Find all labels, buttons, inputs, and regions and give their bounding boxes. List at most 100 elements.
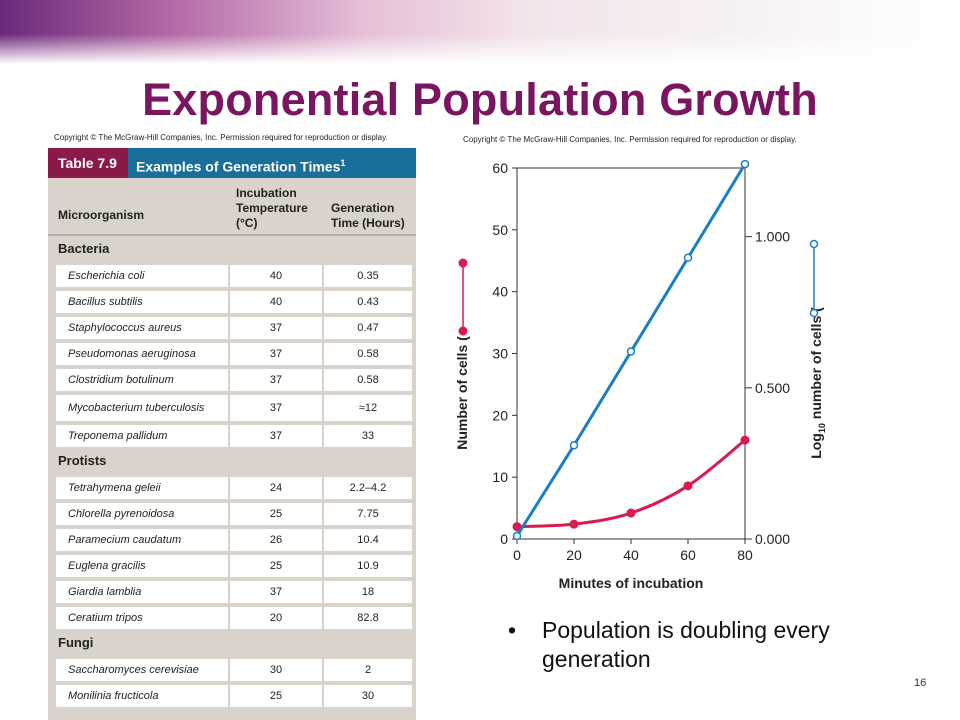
y-right-axis-label: Log10 number of cells ( — [808, 307, 827, 459]
cell-organism: Chlorella pyrenoidosa — [56, 503, 228, 525]
y-right-axis-label-pre: Log — [808, 433, 824, 459]
log-cell-count-point — [569, 441, 579, 450]
cell-temperature: 37 — [230, 317, 322, 339]
cell-generation-time: 33 — [324, 425, 412, 447]
table-row: Giardia lamblia 37 18 — [48, 578, 416, 604]
table-row: Monilinia fructicola 25 30 — [48, 682, 416, 708]
cell-generation-time: 30 — [324, 685, 412, 707]
table-row: Tetrahymena geleii 24 2.2–4.2 — [48, 474, 416, 500]
y-left-tick-label: 20 — [492, 407, 508, 423]
table-column-headers: Microorganism Incubation Temperature (°C… — [48, 178, 416, 236]
y-left-tick-label: 60 — [492, 160, 508, 176]
cell-temperature: 30 — [230, 659, 322, 681]
x-tick-label: 0 — [513, 547, 521, 563]
table-row: Treponema pallidum 37 33 — [48, 422, 416, 448]
cell-organism: Bacillus subtilis — [56, 291, 228, 313]
table-number: Table 7.9 — [48, 148, 128, 178]
right-legend-marker — [809, 239, 819, 249]
table-body: Bacteria Escherichia coli 40 0.35 Bacillus s… — [48, 236, 416, 708]
y-left-axis-label: Number of cells ( — [454, 336, 470, 450]
bullet-dot-icon: • — [508, 617, 517, 643]
cell-organism: Ceratium tripos — [56, 607, 228, 629]
y-right-tick-label: 0.500 — [755, 380, 790, 396]
table-row: Mycobacterium tuberculosis 37 ≈12 — [48, 392, 416, 422]
table-row: Chlorella pyrenoidosa 25 7.75 — [48, 500, 416, 526]
log-cell-count-point — [512, 531, 522, 541]
cell-temperature: 37 — [230, 395, 322, 421]
table-copyright: Copyright © The McGraw-Hill Companies, I… — [54, 133, 388, 142]
cell-organism: Escherichia coli — [56, 265, 228, 287]
cell-generation-time: 18 — [324, 581, 412, 603]
y-left-tick-label: 10 — [492, 469, 508, 485]
table-row: Bacillus subtilis 40 0.43 — [48, 288, 416, 314]
cell-organism: Saccharomyces cerevisiae — [56, 659, 228, 681]
x-tick-label: 60 — [680, 547, 696, 563]
cell-count-point — [512, 522, 522, 532]
log-cell-count-point — [740, 159, 750, 169]
table-row: Clostridium botulinum 37 0.58 — [48, 366, 416, 392]
cell-organism: Treponema pallidum — [56, 425, 228, 447]
cell-generation-time: ≈12 — [324, 395, 412, 421]
cell-generation-time: 10.4 — [324, 529, 412, 551]
cell-generation-time: 7.75 — [324, 503, 412, 525]
cell-temperature: 25 — [230, 503, 322, 525]
table-row: Pseudomonas aeruginosa 37 0.58 — [48, 340, 416, 366]
y-right-axis-label-post: number of cells ( — [808, 307, 824, 423]
cell-count-point — [740, 435, 750, 445]
cell-count-point — [569, 519, 579, 529]
table-header-bar: Table 7.9 Examples of Generation Times1 — [48, 148, 416, 178]
cell-organism: Tetrahymena geleii — [56, 477, 228, 499]
cell-generation-time: 2.2–4.2 — [324, 477, 412, 499]
cell-generation-time: 2 — [324, 659, 412, 681]
y-right-tick-label: 1.000 — [755, 229, 790, 245]
cell-organism: Paramecium caudatum — [56, 529, 228, 551]
chart-copyright: Copyright © The McGraw-Hill Companies, I… — [463, 135, 797, 144]
cell-organism: Staphylococcus aureus — [56, 317, 228, 339]
cell-organism: Clostridium botulinum — [56, 369, 228, 391]
table-caption-text: Examples of Generation Times — [136, 158, 341, 175]
table-row: Euglena gracilis 25 10.9 — [48, 552, 416, 578]
bullet-text: Population is doubling every generation — [542, 617, 830, 672]
page-number: 16 — [914, 677, 927, 689]
cell-generation-time: 0.47 — [324, 317, 412, 339]
table-section-protists: Protists — [48, 448, 416, 474]
cell-organism: Pseudomonas aeruginosa — [56, 343, 228, 365]
cell-generation-time: 0.43 — [324, 291, 412, 313]
y-left-tick-label: 50 — [492, 222, 508, 238]
cell-generation-time: 0.58 — [324, 369, 412, 391]
table-row: Saccharomyces cerevisiae 30 2 — [48, 656, 416, 682]
cell-temperature: 25 — [230, 555, 322, 577]
cell-temperature: 37 — [230, 581, 322, 603]
table-caption: Examples of Generation Times1 — [136, 148, 345, 178]
table-row: Ceratium tripos 20 82.8 — [48, 604, 416, 630]
x-axis-label: Minutes of incubation — [559, 575, 704, 591]
x-tick-label: 80 — [737, 547, 753, 563]
cell-temperature: 37 — [230, 369, 322, 391]
cell-organism: Euglena gracilis — [56, 555, 228, 577]
slide-banner — [0, 0, 960, 64]
y-left-tick-label: 30 — [492, 346, 508, 362]
cell-organism: Monilinia fructicola — [56, 685, 228, 707]
cell-generation-time: 82.8 — [324, 607, 412, 629]
right-legend-marker — [809, 308, 819, 318]
table-row: Staphylococcus aureus 37 0.47 — [48, 314, 416, 340]
table-caption-footnote: 1 — [340, 158, 346, 168]
table-section-bacteria: Bacteria — [48, 236, 416, 262]
y-left-tick-label: 40 — [492, 284, 508, 300]
x-tick-label: 40 — [623, 547, 639, 563]
y-right-tick-label: 0.000 — [755, 531, 790, 547]
cell-organism: Mycobacterium tuberculosis — [56, 395, 228, 421]
column-header-temperature: Incubation Temperature (°C) — [236, 186, 308, 230]
cell-temperature: 40 — [230, 265, 322, 287]
cell-temperature: 37 — [230, 343, 322, 365]
table-row: Paramecium caudatum 26 10.4 — [48, 526, 416, 552]
cell-temperature: 37 — [230, 425, 322, 447]
cell-count-point — [626, 508, 636, 518]
column-header-microorganism: Microorganism — [58, 208, 145, 222]
cell-temperature: 24 — [230, 477, 322, 499]
log-cell-count-point — [683, 253, 693, 263]
x-tick-label: 20 — [566, 547, 582, 563]
cell-temperature: 25 — [230, 685, 322, 707]
slide-title: Exponential Population Growth — [142, 74, 818, 125]
log-cell-count-point — [626, 347, 636, 356]
